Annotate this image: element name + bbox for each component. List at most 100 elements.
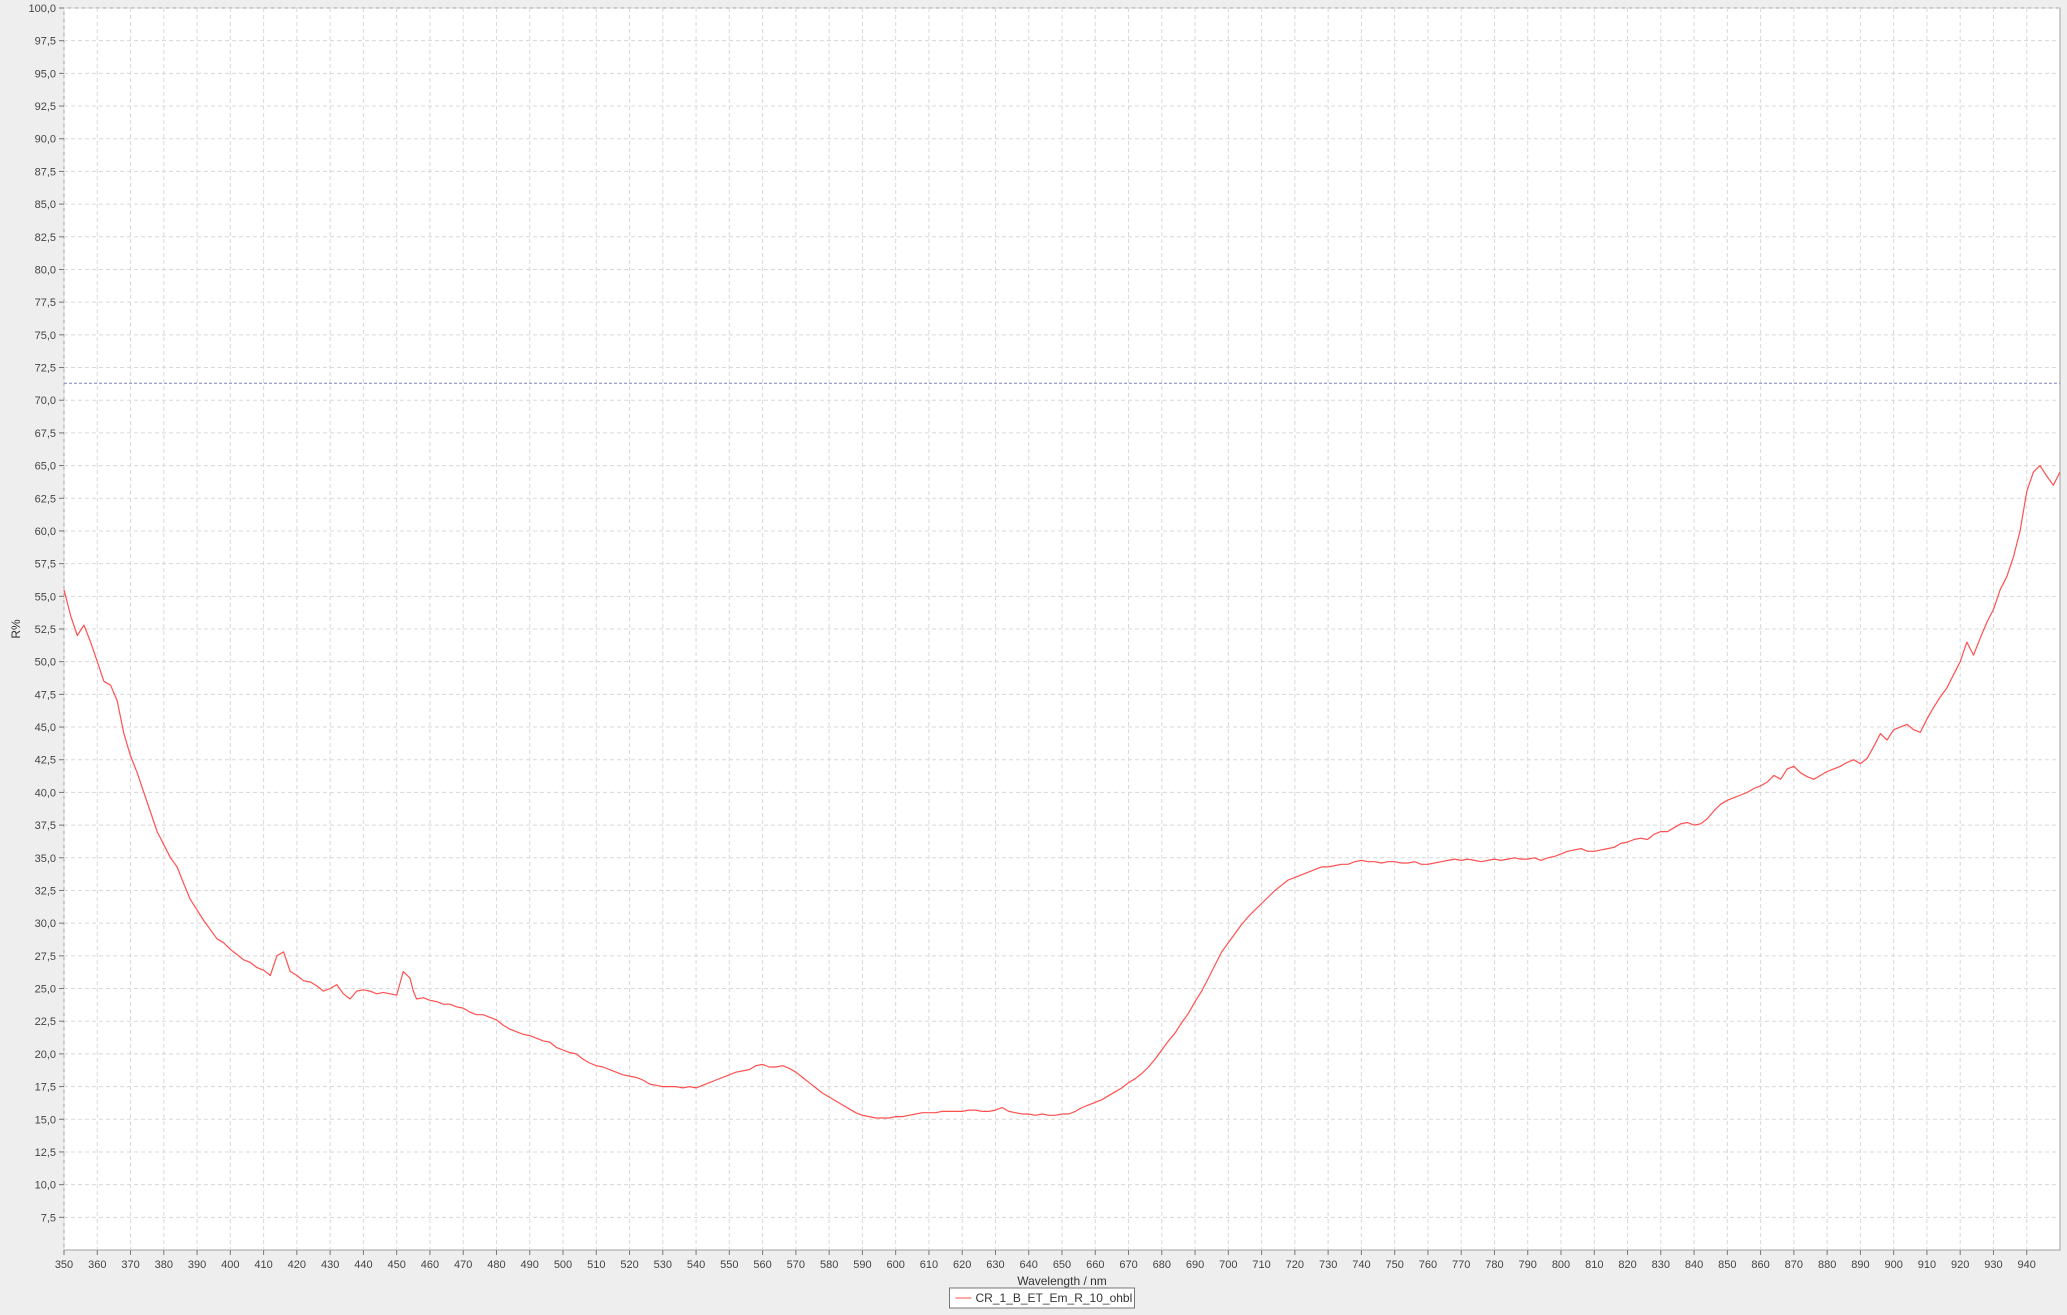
x-tick-label-9: 440 — [354, 1259, 372, 1271]
x-tick-label-6: 410 — [254, 1259, 272, 1271]
x-tick-label-14: 490 — [521, 1259, 539, 1271]
x-tick-label-49: 840 — [1685, 1259, 1703, 1271]
x-tick-label-17: 520 — [620, 1259, 638, 1271]
x-tick-label-44: 790 — [1519, 1259, 1537, 1271]
x-tick-label-18: 530 — [654, 1259, 672, 1271]
y-tick-label-17: 50,0 — [35, 657, 56, 669]
x-tick-label-56: 910 — [1918, 1259, 1936, 1271]
x-tick-label-38: 730 — [1319, 1259, 1337, 1271]
y-tick-label-10: 32,5 — [35, 885, 56, 897]
y-tick-label-4: 17,5 — [35, 1082, 56, 1094]
y-axis-label: R% — [9, 619, 23, 639]
y-tick-label-16: 47,5 — [35, 689, 56, 701]
x-tick-label-48: 830 — [1652, 1259, 1670, 1271]
x-tick-label-0: 350 — [55, 1259, 73, 1271]
x-tick-label-16: 510 — [587, 1259, 605, 1271]
x-tick-label-30: 650 — [1053, 1259, 1071, 1271]
y-tick-label-37: 100,0 — [28, 3, 56, 15]
x-tick-label-45: 800 — [1552, 1259, 1570, 1271]
x-tick-label-36: 710 — [1252, 1259, 1270, 1271]
x-tick-label-15: 500 — [554, 1259, 572, 1271]
x-tick-label-37: 720 — [1286, 1259, 1304, 1271]
y-tick-label-27: 75,0 — [35, 330, 56, 342]
x-tick-label-43: 780 — [1485, 1259, 1503, 1271]
x-tick-label-35: 700 — [1219, 1259, 1237, 1271]
x-tick-label-5: 400 — [221, 1259, 239, 1271]
x-tick-label-47: 820 — [1618, 1259, 1636, 1271]
legend: CR_1_B_ET_Em_R_10_ohbl — [949, 1287, 1135, 1309]
x-tick-label-53: 880 — [1818, 1259, 1836, 1271]
x-tick-label-32: 670 — [1119, 1259, 1137, 1271]
x-tick-label-42: 770 — [1452, 1259, 1470, 1271]
x-tick-label-19: 540 — [687, 1259, 705, 1271]
y-tick-label-5: 20,0 — [35, 1049, 56, 1061]
x-tick-label-1: 360 — [88, 1259, 106, 1271]
y-tick-label-34: 92,5 — [35, 101, 56, 113]
x-tick-label-39: 740 — [1352, 1259, 1370, 1271]
y-tick-label-6: 22,5 — [35, 1016, 56, 1028]
y-tick-label-19: 55,0 — [35, 591, 56, 603]
y-tick-label-33: 90,0 — [35, 134, 56, 146]
x-tick-label-31: 660 — [1086, 1259, 1104, 1271]
x-tick-label-8: 430 — [321, 1259, 339, 1271]
x-tick-label-54: 890 — [1851, 1259, 1869, 1271]
y-tick-label-28: 77,5 — [35, 297, 56, 309]
y-tick-label-23: 65,0 — [35, 461, 56, 473]
x-tick-label-2: 370 — [121, 1259, 139, 1271]
x-tick-label-25: 600 — [886, 1259, 904, 1271]
y-tick-label-8: 27,5 — [35, 951, 56, 963]
y-tick-label-32: 87,5 — [35, 166, 56, 178]
legend-box — [949, 1287, 1135, 1309]
x-tick-label-26: 610 — [920, 1259, 938, 1271]
x-axis: 350 360 370 380 390 400 410 420 430 440 450 460 470 4… — [55, 1250, 2036, 1271]
x-tick-label-41: 760 — [1419, 1259, 1437, 1271]
y-tick-label-31: 85,0 — [35, 199, 56, 211]
y-tick-label-12: 37,5 — [35, 820, 56, 832]
x-tick-label-52: 870 — [1785, 1259, 1803, 1271]
x-tick-label-51: 860 — [1751, 1259, 1769, 1271]
x-tick-label-3: 380 — [155, 1259, 173, 1271]
y-tick-label-36: 97,5 — [35, 36, 56, 48]
y-tick-label-7: 25,0 — [35, 984, 56, 996]
y-tick-label-25: 70,0 — [35, 395, 56, 407]
y-tick-label-11: 35,0 — [35, 853, 56, 865]
y-tick-label-22: 62,5 — [35, 493, 56, 505]
y-tick-label-2: 12,5 — [35, 1147, 56, 1159]
y-tick-label-21: 60,0 — [35, 526, 56, 538]
x-tick-label-24: 590 — [853, 1259, 871, 1271]
y-tick-label-13: 40,0 — [35, 787, 56, 799]
series-line-0 — [63, 465, 2061, 1119]
x-tick-label-11: 460 — [421, 1259, 439, 1271]
x-tick-label-33: 680 — [1153, 1259, 1171, 1271]
y-tick-label-20: 57,5 — [35, 559, 56, 571]
x-tick-label-28: 630 — [986, 1259, 1004, 1271]
x-tick-label-13: 480 — [487, 1259, 505, 1271]
x-tick-label-27: 620 — [953, 1259, 971, 1271]
x-tick-label-46: 810 — [1585, 1259, 1603, 1271]
y-tick-label-3: 15,0 — [35, 1114, 56, 1126]
x-tick-label-21: 560 — [753, 1259, 771, 1271]
grid-layer — [63, 7, 2060, 1250]
x-tick-label-55: 900 — [1884, 1259, 1902, 1271]
y-tick-label-15: 45,0 — [35, 722, 56, 734]
x-tick-label-7: 420 — [288, 1259, 306, 1271]
y-tick-label-0: 7,5 — [41, 1212, 56, 1224]
x-tick-label-20: 550 — [720, 1259, 738, 1271]
y-tick-label-29: 80,0 — [35, 264, 56, 276]
y-axis: 7,5 10,0 12,5 15,0 17,5 20,0 22,5 25,0 27,5 30,0 3… — [28, 3, 64, 1224]
x-tick-label-29: 640 — [1020, 1259, 1038, 1271]
x-tick-label-50: 850 — [1718, 1259, 1736, 1271]
series-layer — [63, 465, 2061, 1119]
y-tick-label-14: 42,5 — [35, 755, 56, 767]
x-tick-label-40: 750 — [1385, 1259, 1403, 1271]
legend-series-label: CR_1_B_ET_Em_R_10_ohbl — [976, 1291, 1133, 1305]
y-tick-label-1: 10,0 — [35, 1180, 56, 1192]
y-tick-label-26: 72,5 — [35, 363, 56, 375]
x-tick-label-10: 450 — [387, 1259, 405, 1271]
x-tick-label-4: 390 — [188, 1259, 206, 1271]
y-tick-label-35: 95,0 — [35, 68, 56, 80]
x-tick-label-58: 930 — [1984, 1259, 2002, 1271]
x-tick-label-23: 580 — [820, 1259, 838, 1271]
